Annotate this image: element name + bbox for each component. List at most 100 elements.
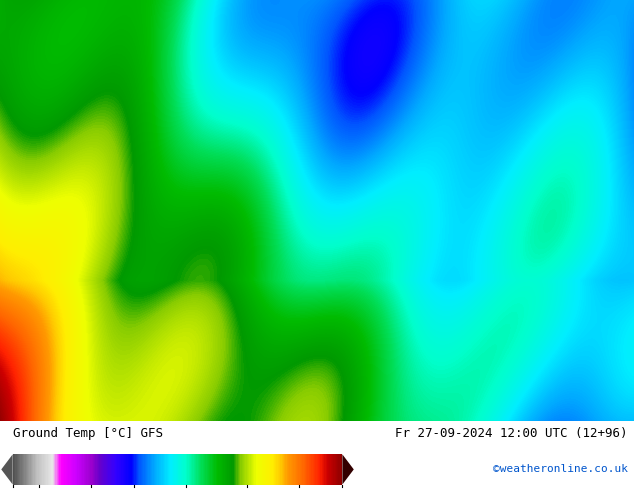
- Bar: [292, 454, 294, 485]
- Bar: [328, 454, 330, 485]
- Bar: [25, 454, 27, 485]
- Bar: [327, 454, 328, 485]
- Bar: [134, 454, 136, 485]
- Bar: [335, 454, 336, 485]
- Bar: [19, 454, 20, 485]
- Bar: [313, 454, 314, 485]
- Bar: [155, 454, 156, 485]
- Bar: [85, 454, 86, 485]
- Bar: [30, 454, 31, 485]
- Bar: [332, 454, 333, 485]
- Bar: [316, 454, 318, 485]
- Bar: [87, 454, 89, 485]
- Bar: [193, 454, 195, 485]
- Bar: [268, 454, 269, 485]
- Bar: [27, 454, 28, 485]
- Bar: [48, 454, 49, 485]
- Bar: [213, 454, 214, 485]
- Bar: [136, 454, 137, 485]
- Bar: [31, 454, 32, 485]
- Bar: [200, 454, 202, 485]
- Bar: [278, 454, 279, 485]
- Bar: [72, 454, 74, 485]
- Bar: [121, 454, 122, 485]
- Bar: [113, 454, 115, 485]
- Bar: [336, 454, 337, 485]
- Bar: [226, 454, 228, 485]
- Bar: [131, 454, 132, 485]
- Bar: [330, 454, 331, 485]
- Bar: [186, 454, 187, 485]
- Bar: [252, 454, 253, 485]
- Bar: [58, 454, 59, 485]
- Bar: [74, 454, 75, 485]
- Bar: [151, 454, 152, 485]
- Bar: [167, 454, 168, 485]
- Text: ©weatheronline.co.uk: ©weatheronline.co.uk: [493, 464, 628, 474]
- Bar: [106, 454, 107, 485]
- Bar: [219, 454, 221, 485]
- Bar: [59, 454, 60, 485]
- Bar: [40, 454, 41, 485]
- Bar: [165, 454, 167, 485]
- Bar: [125, 454, 126, 485]
- Bar: [101, 454, 102, 485]
- Bar: [253, 454, 254, 485]
- Bar: [218, 454, 219, 485]
- Bar: [127, 454, 129, 485]
- Bar: [304, 454, 305, 485]
- Bar: [53, 454, 54, 485]
- Bar: [285, 454, 287, 485]
- Bar: [320, 454, 321, 485]
- Bar: [261, 454, 262, 485]
- Bar: [191, 454, 192, 485]
- Polygon shape: [342, 454, 354, 485]
- Bar: [319, 454, 320, 485]
- Bar: [157, 454, 158, 485]
- Bar: [240, 454, 242, 485]
- Bar: [244, 454, 245, 485]
- Bar: [82, 454, 84, 485]
- Bar: [138, 454, 139, 485]
- Bar: [137, 454, 138, 485]
- Bar: [287, 454, 288, 485]
- Bar: [314, 454, 315, 485]
- Bar: [63, 454, 65, 485]
- Bar: [24, 454, 25, 485]
- Bar: [187, 454, 188, 485]
- Bar: [284, 454, 285, 485]
- Bar: [223, 454, 224, 485]
- Bar: [306, 454, 307, 485]
- Bar: [34, 454, 35, 485]
- Bar: [126, 454, 127, 485]
- Bar: [142, 454, 143, 485]
- Bar: [79, 454, 80, 485]
- Bar: [270, 454, 271, 485]
- Bar: [115, 454, 116, 485]
- Bar: [46, 454, 48, 485]
- Bar: [13, 454, 14, 485]
- Bar: [307, 454, 309, 485]
- Bar: [181, 454, 182, 485]
- Bar: [249, 454, 250, 485]
- Bar: [179, 454, 181, 485]
- Bar: [176, 454, 177, 485]
- Bar: [275, 454, 276, 485]
- Bar: [258, 454, 259, 485]
- Bar: [141, 454, 142, 485]
- Bar: [248, 454, 249, 485]
- Bar: [245, 454, 247, 485]
- Bar: [98, 454, 100, 485]
- Bar: [41, 454, 42, 485]
- Bar: [333, 454, 335, 485]
- Bar: [198, 454, 199, 485]
- Bar: [302, 454, 304, 485]
- Bar: [108, 454, 110, 485]
- Bar: [20, 454, 22, 485]
- Bar: [233, 454, 234, 485]
- Bar: [188, 454, 190, 485]
- Bar: [117, 454, 119, 485]
- Bar: [279, 454, 280, 485]
- Bar: [61, 454, 63, 485]
- Bar: [143, 454, 145, 485]
